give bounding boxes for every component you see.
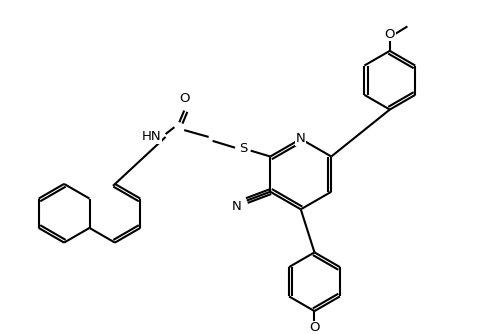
Text: N: N bbox=[232, 200, 242, 213]
Text: HN: HN bbox=[142, 131, 162, 143]
Text: S: S bbox=[239, 142, 247, 155]
Text: O: O bbox=[179, 92, 189, 105]
Text: O: O bbox=[385, 28, 395, 41]
Text: N: N bbox=[296, 132, 306, 145]
Text: O: O bbox=[309, 321, 320, 334]
